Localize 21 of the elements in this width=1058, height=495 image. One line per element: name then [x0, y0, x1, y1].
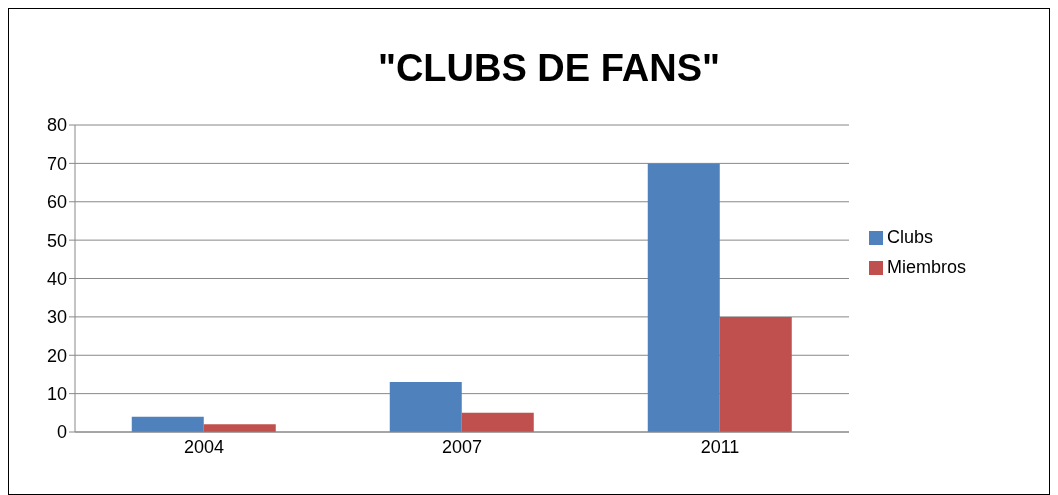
- legend-label: Miembros: [887, 256, 967, 277]
- y-tick-label: 40: [46, 268, 67, 289]
- y-tick-label: 0: [56, 422, 67, 443]
- y-tick-label: 20: [46, 345, 67, 366]
- y-tick-label: 50: [46, 230, 67, 251]
- y-tick-label: 10: [46, 384, 67, 405]
- x-tick-label: 2004: [183, 436, 225, 457]
- y-tick-label: 60: [46, 192, 67, 213]
- chart-title: "CLUBS DE FANS": [376, 47, 722, 90]
- x-tick-label: 2011: [700, 436, 740, 457]
- y-tick-label: 30: [46, 307, 67, 328]
- bar: [719, 316, 792, 432]
- bar: [647, 163, 720, 432]
- y-tick-label: 70: [46, 153, 67, 174]
- y-tick-label: 80: [46, 115, 67, 136]
- bar: [389, 382, 462, 432]
- bar: [203, 424, 276, 432]
- x-tick-label: 2007: [441, 436, 483, 457]
- bar: [461, 412, 534, 432]
- legend-label: Clubs: [887, 226, 934, 247]
- bar: [131, 416, 204, 432]
